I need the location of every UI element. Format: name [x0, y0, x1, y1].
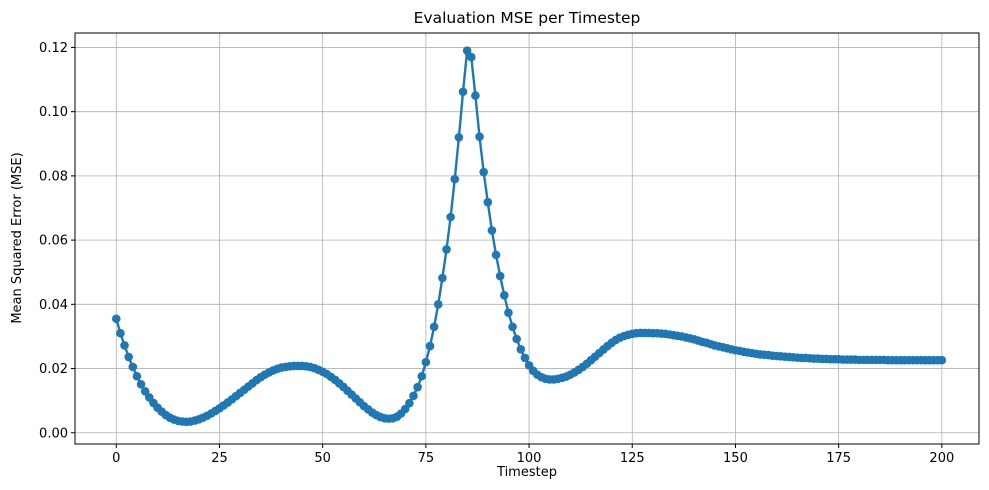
data-point — [409, 391, 418, 401]
data-point — [132, 371, 142, 381]
data-point — [495, 271, 505, 281]
data-point — [462, 46, 472, 55]
x-tick-label: 25 — [211, 451, 228, 466]
data-point — [111, 314, 121, 324]
y-tick-label: 0.04 — [39, 298, 68, 313]
x-axis-title: Timestep — [496, 465, 557, 480]
data-point — [120, 341, 129, 350]
data-point — [136, 379, 146, 389]
data-point — [508, 322, 517, 332]
data-point — [433, 300, 443, 309]
data-point — [471, 91, 480, 100]
data-point — [475, 132, 484, 142]
data-point — [413, 382, 422, 392]
data-point — [483, 197, 493, 207]
data-point — [466, 52, 476, 62]
x-tick-label: 100 — [517, 451, 542, 466]
data-point — [454, 133, 464, 142]
y-tick-label: 0.00 — [39, 426, 68, 441]
data-point — [421, 357, 431, 367]
data-point — [128, 362, 138, 372]
data-point — [429, 322, 439, 332]
y-axis-title: Mean Squared Error (MSE) — [10, 152, 25, 323]
x-tick-label: 125 — [620, 451, 645, 466]
data-point — [425, 341, 435, 351]
data-point — [937, 355, 947, 365]
y-tick-label: 0.12 — [39, 41, 68, 56]
series-group — [111, 46, 947, 427]
y-tick-label: 0.10 — [39, 105, 68, 120]
data-point — [405, 398, 414, 408]
data-point — [512, 334, 521, 344]
y-tick-label: 0.02 — [39, 362, 68, 377]
data-point — [438, 273, 447, 283]
data-point — [520, 353, 530, 363]
data-point — [491, 250, 501, 260]
data-point — [446, 212, 455, 222]
data-point — [458, 87, 468, 97]
chart-title: Evaluation MSE per Timestep — [414, 9, 641, 27]
y-tick-label: 0.08 — [39, 169, 68, 184]
data-point — [487, 226, 497, 235]
data-point — [140, 387, 150, 396]
data-point — [442, 245, 451, 254]
data-point — [500, 291, 509, 300]
data-point — [116, 328, 125, 338]
x-tick-label: 75 — [418, 451, 435, 466]
data-point — [417, 371, 427, 381]
data-point — [504, 308, 513, 317]
y-tick-label: 0.06 — [39, 234, 68, 249]
data-point — [516, 344, 526, 354]
data-point — [124, 352, 133, 362]
x-tick-label: 0 — [112, 451, 120, 466]
axes-group: 0 25 50 75 100 125 150 175 200 0.00 0.02 0.04 0.06 0.… — [39, 41, 954, 466]
plot-frame — [74, 32, 980, 445]
x-tick-label: 150 — [723, 451, 748, 466]
x-tick-label: 175 — [826, 451, 851, 466]
x-tick-label: 50 — [314, 451, 331, 466]
data-point — [450, 174, 460, 184]
data-point — [479, 167, 488, 177]
x-tick-label: 200 — [929, 451, 954, 466]
